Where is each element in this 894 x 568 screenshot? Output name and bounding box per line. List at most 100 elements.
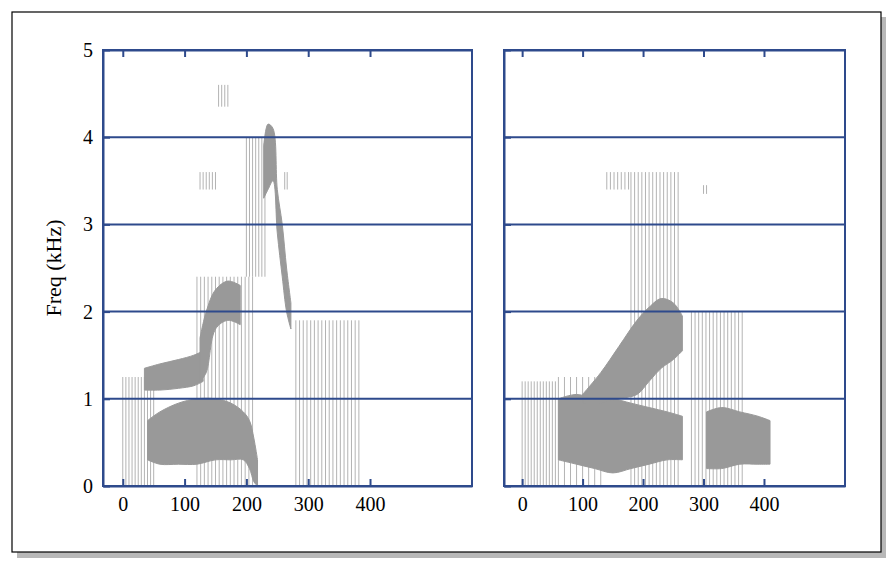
striation (610, 172, 611, 189)
striation (125, 377, 126, 486)
formant-region (558, 394, 682, 472)
striation (628, 172, 629, 189)
tick-mark (504, 137, 511, 139)
striation (284, 172, 285, 189)
striation (261, 137, 262, 277)
striation (528, 381, 529, 486)
grid-line (103, 311, 472, 313)
axis: 0100200300400 (104, 479, 473, 515)
striation (249, 137, 250, 277)
axis-line (505, 486, 846, 488)
striation (299, 320, 300, 486)
tick: 400 (356, 479, 386, 515)
striation (303, 320, 304, 486)
y-axis-title: Freq (kHz) (41, 219, 66, 316)
tick-label: 100 (170, 493, 200, 515)
tick (504, 312, 511, 313)
grid-line (504, 136, 845, 138)
striations (285, 172, 287, 189)
tick-mark (703, 479, 705, 486)
tick-mark (103, 137, 110, 139)
tick-label: 2 (83, 301, 93, 323)
tick: 3 (83, 213, 110, 235)
striation (340, 320, 341, 486)
tick-label: 0 (83, 475, 93, 497)
axis: 0100200300400 (505, 479, 846, 515)
striation (144, 377, 145, 486)
striation (543, 381, 544, 486)
tick-mark (246, 50, 248, 57)
striations (296, 320, 359, 486)
striation (206, 172, 207, 189)
tick-mark (308, 479, 310, 486)
striation (200, 172, 201, 189)
tick-label: 100 (568, 493, 598, 515)
striation (258, 137, 259, 277)
tick (504, 137, 511, 138)
tick: 100 (170, 479, 200, 515)
tick (185, 50, 186, 57)
tick: 5 (83, 39, 110, 61)
striation (358, 320, 359, 486)
striation (318, 320, 319, 486)
striation (252, 137, 253, 277)
panel: 0100200300400012345Freq (kHz) (41, 39, 473, 515)
axis-line (103, 51, 105, 487)
panel: 0100200300400 (504, 50, 846, 515)
axis (505, 50, 846, 57)
tick-mark (643, 479, 645, 486)
tick (504, 399, 511, 400)
formant-region (200, 281, 240, 381)
striation (287, 172, 288, 189)
striation (522, 381, 523, 486)
striation (306, 320, 307, 486)
striation (325, 320, 326, 486)
grid-line (504, 398, 845, 400)
tick: 200 (232, 479, 262, 515)
tick-mark (370, 50, 372, 57)
striation (617, 172, 618, 189)
striation (555, 381, 556, 486)
tick-mark (103, 50, 110, 52)
axis-line (504, 51, 506, 487)
tick (522, 50, 523, 57)
grid-line (103, 136, 472, 138)
tick: 0 (118, 479, 128, 515)
tick-mark (504, 50, 511, 52)
formant-region (144, 351, 203, 390)
tick (583, 50, 584, 57)
striation (525, 381, 526, 486)
plot-frame (504, 50, 845, 486)
tick-label: 400 (356, 493, 386, 515)
tick-mark (582, 50, 584, 57)
tick-label: 300 (689, 493, 719, 515)
tick-mark (184, 50, 186, 57)
grid-line (103, 223, 472, 225)
tick: 4 (83, 126, 110, 148)
tick: 1 (83, 388, 110, 410)
striation (221, 85, 222, 107)
plot-marks (123, 85, 359, 486)
striation (351, 320, 352, 486)
striation (703, 185, 704, 194)
tick-mark (184, 479, 186, 486)
grid-line (103, 398, 472, 400)
striation (310, 320, 311, 486)
striation (224, 85, 225, 107)
tick-label: 0 (118, 493, 128, 515)
tick: 300 (689, 479, 719, 515)
striation (132, 377, 133, 486)
striation (606, 172, 607, 189)
axis-line (104, 50, 473, 52)
tick-label: 3 (83, 213, 93, 235)
tick-label: 1 (83, 388, 93, 410)
tick: 0 (83, 475, 110, 497)
grid-line (504, 223, 845, 225)
striation (621, 172, 622, 189)
tick: 2 (83, 301, 110, 323)
tick (504, 486, 511, 487)
tick-mark (522, 50, 524, 57)
striations (607, 172, 629, 189)
tick-mark (308, 50, 310, 57)
striation (552, 381, 553, 486)
